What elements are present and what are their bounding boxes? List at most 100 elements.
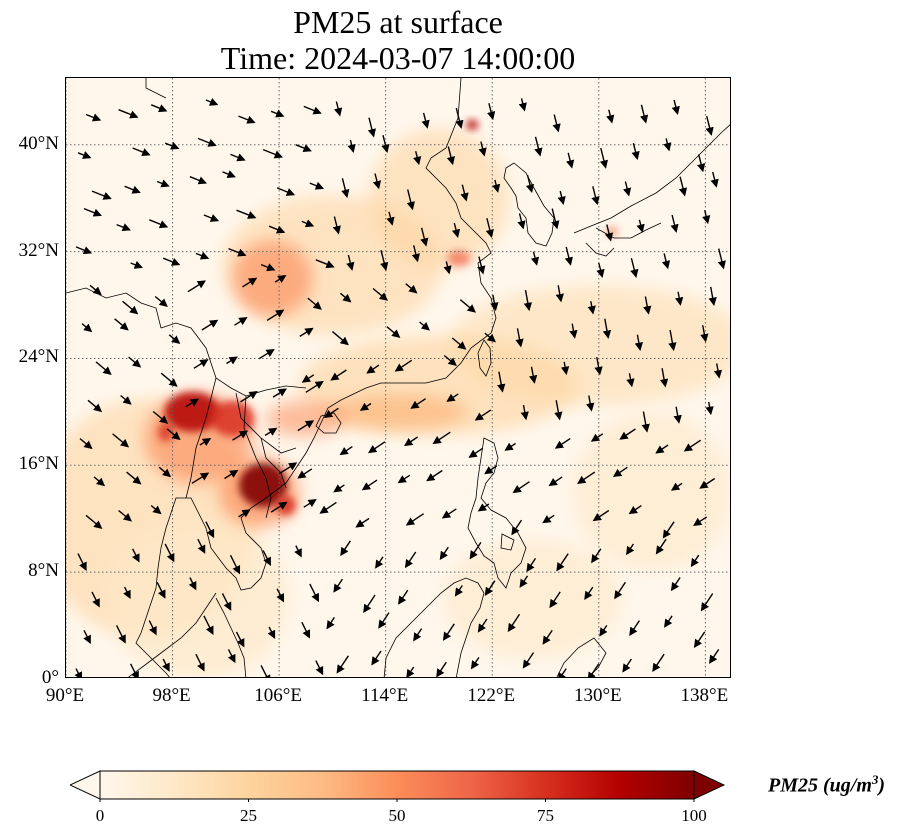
wind-arrow [700, 325, 709, 343]
wind-arrow [333, 578, 343, 593]
map-panel[interactable] [65, 77, 731, 678]
wind-arrow [504, 442, 516, 451]
wind-arrow [203, 615, 214, 635]
wind-arrow [604, 224, 614, 242]
wind-arrow [664, 615, 673, 628]
y-tick-label: 40°N [18, 132, 59, 154]
wind-arrow [443, 354, 457, 366]
wind-arrow [380, 250, 389, 271]
wind-arrow [301, 219, 315, 228]
wind-arrow [83, 629, 91, 645]
wind-arrow [319, 501, 337, 514]
wind-arrow [702, 210, 711, 225]
pm25-region-10 [265, 400, 346, 437]
wind-arrow [413, 151, 422, 166]
map-title: PM25 at surface [293, 4, 503, 40]
y-tick-label: 8°N [28, 560, 59, 582]
wind-arrow [150, 104, 168, 113]
wind-arrow [564, 246, 573, 266]
wind-arrow [641, 411, 650, 433]
wind-arrow [555, 285, 564, 303]
wind-arrow [158, 466, 172, 478]
wind-arrow [75, 246, 93, 255]
wind-arrow [301, 621, 311, 639]
pm25-region-20 [466, 119, 479, 130]
wind-arrow [631, 143, 640, 161]
wind-arrow [226, 356, 238, 365]
wind-arrow [612, 466, 628, 477]
wind-arrow [346, 254, 355, 271]
wind-arrow [512, 481, 530, 494]
wind-arrow [673, 406, 682, 424]
wind-arrow [619, 428, 636, 440]
wind-arrow [122, 300, 139, 315]
wind-arrow [700, 593, 714, 612]
wind-arrow [432, 431, 451, 445]
wind-arrow [270, 109, 285, 118]
wind-arrow [323, 407, 339, 418]
wind-arrow [507, 613, 521, 633]
wind-arrow [520, 404, 529, 421]
wind-arrow [556, 553, 569, 572]
colorbar [70, 770, 726, 802]
wind-arrow [709, 649, 720, 664]
wind-arrow [232, 430, 249, 441]
wind-arrow [671, 99, 680, 115]
colorbar-tick-label: 100 [681, 806, 707, 825]
wind-arrow [332, 216, 341, 235]
wind-arrow [307, 297, 322, 310]
wind-arrow [278, 462, 298, 475]
wind-arrow [262, 550, 271, 566]
wind-arrow [188, 577, 197, 591]
wind-arrow [386, 211, 395, 226]
wind-arrow [126, 471, 142, 485]
wind-arrow [636, 219, 645, 233]
wind-arrow [592, 509, 610, 522]
wind-arrow [303, 105, 322, 115]
philippines-coastline [467, 437, 527, 589]
wind-arrow [266, 309, 285, 321]
wind-arrow [222, 170, 236, 179]
wind-arrow [224, 469, 239, 480]
wind-arrow [236, 209, 257, 219]
x-tick-label: 138°E [680, 685, 729, 706]
wind-arrow [156, 179, 170, 188]
wind-arrow [114, 318, 129, 331]
wind-arrow [87, 399, 103, 413]
wind-arrow [120, 394, 132, 405]
wind-arrow [363, 594, 376, 613]
wind-arrow [272, 388, 287, 398]
wind-arrow [439, 546, 449, 560]
wind-arrow [670, 482, 683, 491]
wind-arrow [336, 655, 349, 674]
wind-arrow [330, 369, 347, 381]
wind-arrow [542, 514, 555, 524]
wind-arrow [148, 620, 157, 636]
wind-arrow [587, 663, 600, 677]
wind-arrow [478, 141, 487, 157]
wind-arrow [614, 581, 626, 600]
wind-arrow [91, 190, 112, 200]
wind-arrow [599, 147, 608, 169]
pm25-region-1 [109, 518, 290, 677]
wind-arrow [234, 317, 248, 326]
wind-arrow [394, 359, 413, 372]
colorbar-extend-min [70, 770, 101, 800]
wind-arrow [591, 186, 600, 206]
wind-arrow [670, 577, 681, 592]
wind-arrow [413, 628, 423, 642]
wind-arrow [587, 301, 596, 315]
wind-arrow [366, 364, 380, 374]
pm25-region-3 [448, 285, 730, 406]
wind-arrow [386, 326, 401, 338]
wind-arrow [258, 348, 275, 360]
wind-arrow [404, 551, 417, 569]
wind-arrow [341, 178, 350, 199]
wind-arrow [150, 505, 162, 515]
wind-arrow [557, 190, 566, 206]
pm25-region-17 [157, 421, 174, 442]
wind-arrow [717, 248, 726, 270]
wind-arrow [123, 586, 131, 600]
wind-arrow [655, 444, 669, 454]
wind-arrow [93, 476, 106, 487]
